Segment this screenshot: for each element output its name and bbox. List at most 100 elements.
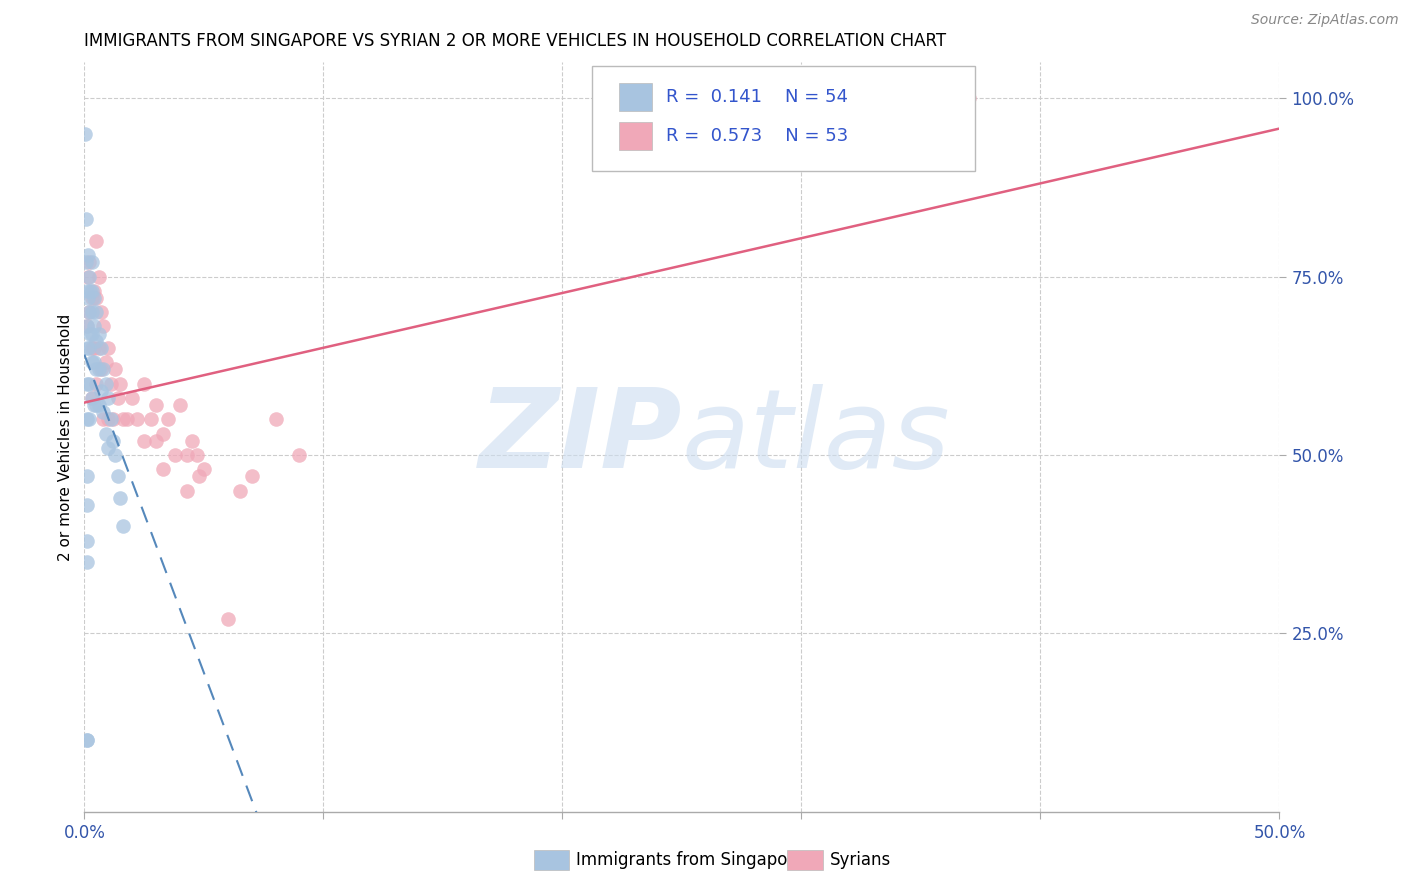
Point <box>87 341 110 355</box>
Point <box>76 733 98 747</box>
Point <box>77 341 100 355</box>
Point <box>957 91 980 105</box>
Point <box>77 269 100 284</box>
Point <box>117 412 139 426</box>
Text: IMMIGRANTS FROM SINGAPORE VS SYRIAN 2 OR MORE VEHICLES IN HOUSEHOLD CORRELATION : IMMIGRANTS FROM SINGAPORE VS SYRIAN 2 OR… <box>84 32 946 50</box>
Text: Syrians: Syrians <box>830 851 891 869</box>
Point <box>76 284 98 298</box>
Y-axis label: 2 or more Vehicles in Household: 2 or more Vehicles in Household <box>58 313 73 561</box>
Point <box>93 319 115 334</box>
Point <box>80 391 103 405</box>
Point <box>80 355 103 369</box>
Point <box>141 412 163 426</box>
Point <box>886 91 908 105</box>
Text: R =  0.573    N = 53: R = 0.573 N = 53 <box>666 127 849 145</box>
Point <box>80 291 103 305</box>
Point <box>87 398 110 412</box>
Point <box>97 412 120 426</box>
Point <box>80 326 103 341</box>
Point <box>80 305 103 319</box>
Point <box>76 533 98 548</box>
Point <box>75 212 97 227</box>
Point <box>90 384 112 398</box>
Point <box>90 341 112 355</box>
Text: R =  0.141    N = 54: R = 0.141 N = 54 <box>666 88 848 106</box>
Point <box>90 362 112 376</box>
Point <box>76 341 98 355</box>
Point <box>80 284 103 298</box>
Point <box>132 376 156 391</box>
Point <box>264 412 287 426</box>
Point <box>83 398 105 412</box>
Point <box>101 412 124 426</box>
Point <box>193 462 215 476</box>
Point <box>145 434 167 448</box>
Point <box>83 284 105 298</box>
Point <box>93 362 115 376</box>
Point <box>86 398 108 412</box>
Point <box>83 291 105 305</box>
Point <box>77 305 100 319</box>
Point <box>83 355 105 369</box>
Point <box>77 269 100 284</box>
Point <box>176 483 198 498</box>
Point <box>104 362 127 376</box>
Point <box>77 412 100 426</box>
Point <box>97 441 120 455</box>
Point <box>87 362 110 376</box>
Point <box>86 362 108 376</box>
Point <box>86 334 108 348</box>
Point <box>240 469 263 483</box>
FancyBboxPatch shape <box>619 83 652 112</box>
Point <box>76 412 98 426</box>
Point <box>94 376 117 391</box>
Text: ZIP: ZIP <box>478 384 682 491</box>
Point <box>176 448 198 462</box>
Point <box>145 398 167 412</box>
Point <box>132 434 156 448</box>
Point <box>80 391 103 405</box>
Point <box>94 426 117 441</box>
Point <box>90 305 112 319</box>
Point <box>77 291 100 305</box>
Point <box>76 469 98 483</box>
Point <box>100 412 122 426</box>
Point <box>217 612 239 626</box>
Point <box>111 519 134 533</box>
Point <box>76 319 98 334</box>
Point <box>93 405 115 419</box>
Point <box>100 376 122 391</box>
Point <box>181 434 204 448</box>
Point <box>186 448 208 462</box>
Point <box>152 426 174 441</box>
Point <box>73 127 96 141</box>
Point <box>94 355 117 369</box>
Point <box>76 733 98 747</box>
Point <box>229 483 252 498</box>
Point <box>77 255 100 269</box>
Point <box>107 391 129 405</box>
Point <box>104 448 127 462</box>
Point <box>97 391 120 405</box>
Point <box>87 326 110 341</box>
Text: atlas: atlas <box>682 384 950 491</box>
Point <box>83 319 105 334</box>
Point <box>125 412 148 426</box>
Point <box>76 376 98 391</box>
Point <box>152 462 174 476</box>
Text: Source: ZipAtlas.com: Source: ZipAtlas.com <box>1251 13 1399 28</box>
Point <box>75 255 97 269</box>
Point <box>86 305 108 319</box>
Point <box>76 498 98 512</box>
Point <box>107 469 129 483</box>
Point <box>86 234 108 248</box>
Point <box>121 391 143 405</box>
Point <box>77 248 100 262</box>
Point <box>77 305 100 319</box>
Point <box>101 434 124 448</box>
Point <box>111 412 134 426</box>
Point <box>86 376 108 391</box>
Point <box>79 284 101 298</box>
Point <box>288 448 311 462</box>
Point <box>76 555 98 569</box>
